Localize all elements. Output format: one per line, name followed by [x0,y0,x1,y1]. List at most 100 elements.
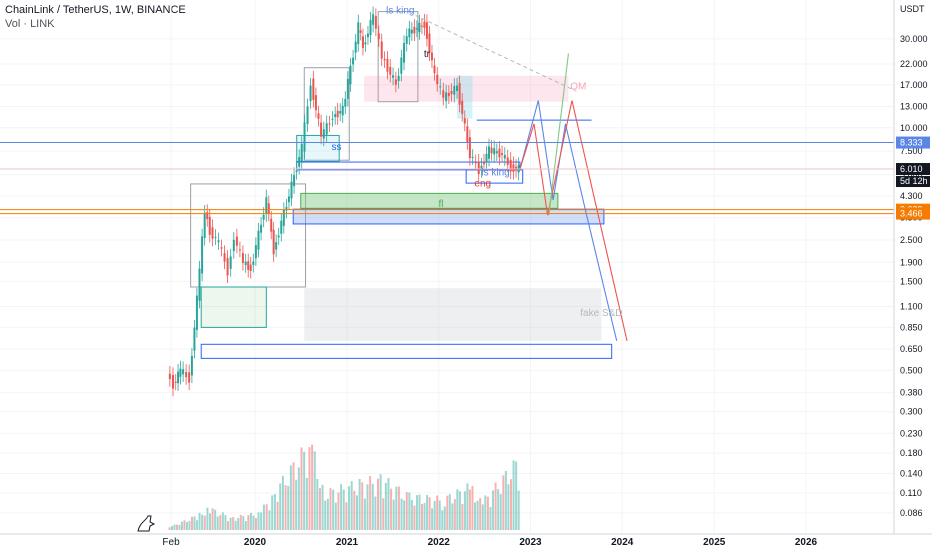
volume-bar [418,494,421,530]
volume-bar [481,504,484,530]
volume-bar [289,465,292,530]
y-tick-label: 17.000 [900,80,928,90]
annotation-label: eng [474,178,491,189]
tradingview-logo-icon [137,515,156,532]
volume-bar [497,489,500,530]
volume-bar [486,496,489,530]
volume-bar [300,447,303,530]
candle-body [232,239,235,252]
candle-body [415,28,418,30]
volume-bar [345,502,348,530]
volume-bar [433,500,436,530]
x-tick-label: 2023 [519,537,542,548]
volume-bar [492,490,495,530]
candle-body [206,212,209,220]
volume-bar [281,475,284,530]
cyan-zone [457,75,473,119]
candle-body [193,327,196,351]
candle-body [442,90,445,98]
volume-bar [395,486,398,530]
drawings [190,11,613,359]
volume-bar [494,482,497,530]
candle-body [265,197,268,215]
volume-bar [340,484,343,530]
volume-bar [180,521,183,530]
volume-bar [517,490,520,530]
candle-body [512,164,515,172]
candle-body [290,181,293,199]
y-tick-label: 0.140 [900,468,923,478]
volume-bar [318,488,321,530]
candle-body [490,147,493,154]
candle-body [306,106,309,125]
volume-bar [247,515,250,530]
x-tick-label: 2026 [795,537,818,548]
volume-bar [428,497,431,530]
volume-bar [209,513,212,530]
symbol-title: ChainLink / TetherUS, 1W, BINANCE [5,4,186,16]
candle-body [392,75,395,78]
candle-body [397,75,400,81]
price-tag-label: 8.333 [900,138,923,148]
volume-bar [316,478,319,530]
volume-bar [466,483,469,530]
candle-body [312,78,315,100]
candle-body [229,256,232,269]
candle-body [322,129,325,139]
volume-bar [287,485,290,530]
y-tick-label: 0.230 [900,428,923,438]
candle-body [380,41,383,59]
candle-body [495,151,498,154]
candle-body [364,42,367,45]
volume-bars [168,444,520,530]
annotation-label: QM [570,82,586,93]
volume-bar [410,499,413,530]
volume-bar [193,516,196,530]
volume-bar [237,518,240,530]
candle-body [515,166,518,171]
volume-bar [168,527,171,530]
volume-bar [441,510,444,530]
candle-body [241,253,244,263]
volume-bar [221,512,224,530]
volume-bar [216,516,219,530]
volume-bar [254,518,257,530]
volume-bar [392,499,395,530]
candle-body [328,123,331,125]
volume-bar [305,477,308,530]
candle-body [506,157,509,165]
candle-body [272,229,275,255]
volume-bar [324,500,327,530]
volume-bar [355,495,358,530]
volume-bar [499,494,502,530]
volume-bar [348,486,351,530]
volume-bar [326,498,329,530]
candle-body [400,57,403,74]
x-tick-label: 2024 [611,537,634,548]
volume-bar [476,500,479,530]
candle-body [182,369,185,375]
volume-bar [371,483,374,530]
volume-bar [201,514,204,530]
candle-body [275,242,278,250]
candle-body [372,14,375,25]
volume-bar [446,495,449,530]
x-tick-label: 2021 [336,537,359,548]
candle-body [254,245,257,259]
y-tick-label: 0.300 [900,407,923,417]
candle-body [474,162,477,164]
candle-body [226,257,229,276]
volume-bar [190,516,193,530]
candle-body [339,111,342,114]
candle-body [374,16,377,29]
volume-bar [242,516,245,530]
grid-lines [0,0,894,534]
candle-body [238,249,241,251]
y-tick-label: 13.000 [900,102,928,112]
volume-bar [232,517,235,530]
price-axis: USDT 30.000 22.000 17.000 13.000 10.000 7.500 5… [893,0,930,534]
projection-path-green [548,53,569,216]
volume-bar [379,474,382,530]
volume-bar [384,482,387,530]
